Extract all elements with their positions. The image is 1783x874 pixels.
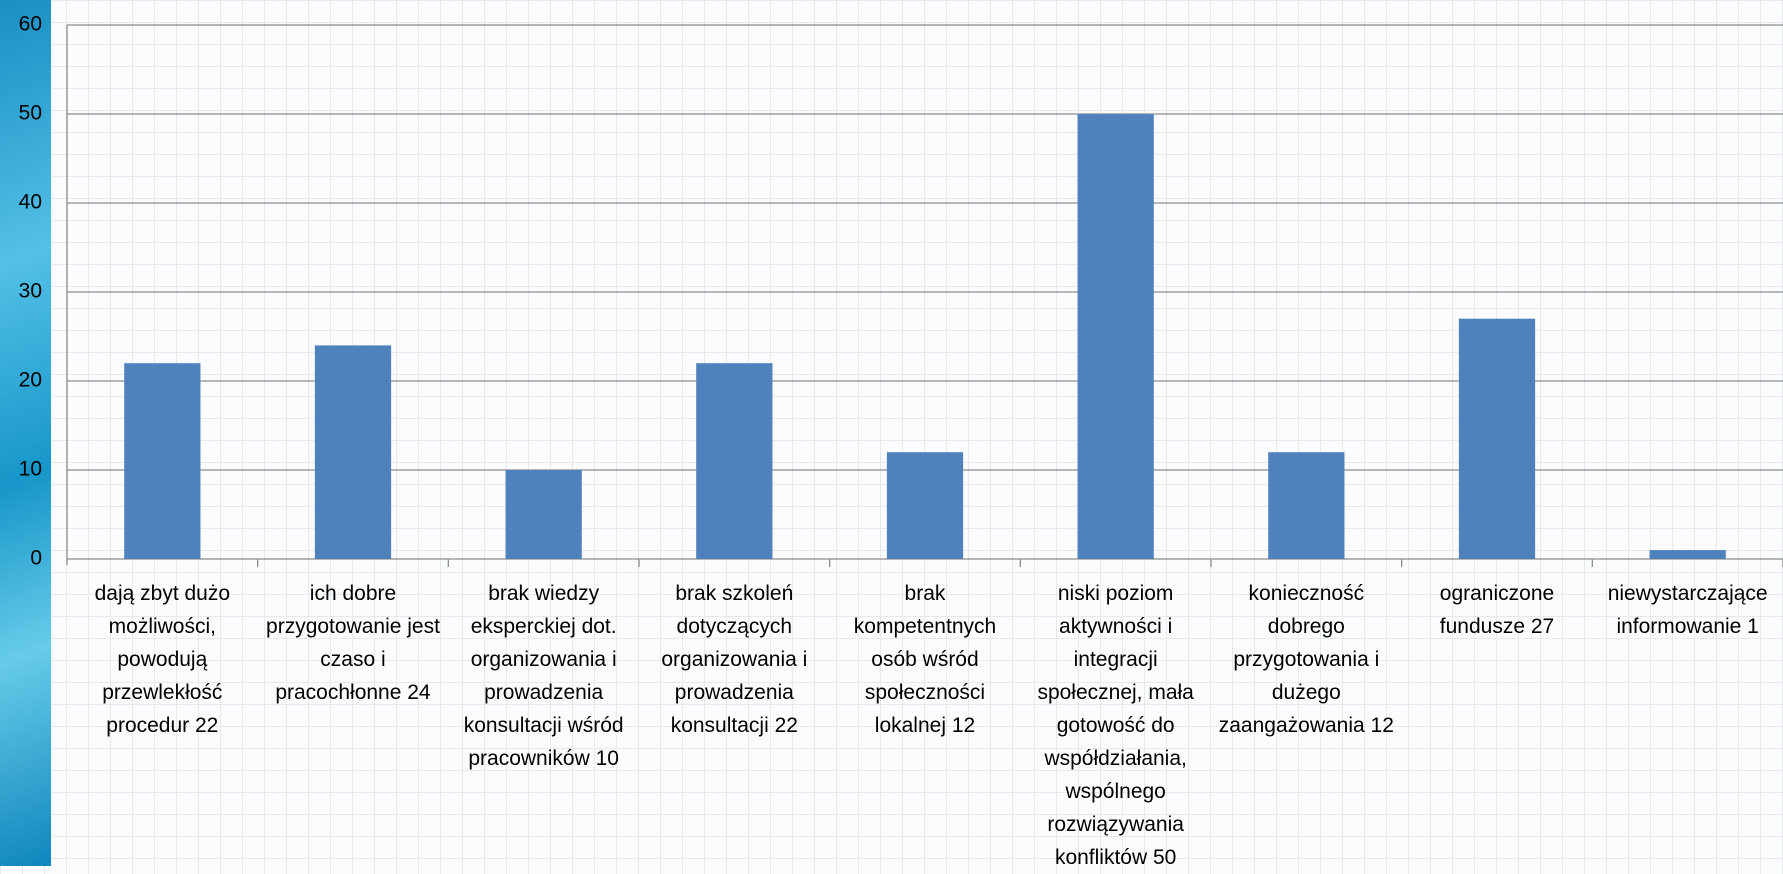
y-tick-label: 40 [19,191,42,214]
bar [1649,550,1726,559]
y-tick-label: 50 [19,102,42,125]
bar [1458,318,1536,559]
x-tick-label: ograniczone fundusze 27 [1439,582,1555,638]
x-tick-label: niski poziom aktywności i integracji spo… [1037,582,1194,869]
x-tick-label: ich dobre przygotowanie jest czaso i pra… [266,582,440,704]
bar [124,363,201,559]
x-tick-label: konieczność dobrego przygotowania i duże… [1218,582,1394,737]
y-tick-label: 0 [30,547,42,570]
x-tick-label: brak kompetentnych osób wśród społecznoś… [853,582,997,737]
y-tick-label: 30 [19,280,42,303]
x-tick-label: dają zbyt dużo możliwości, powodują prze… [94,582,231,737]
y-tick-label: 60 [19,13,42,36]
x-tick-label: brak szkoleń dotyczących organizowania i… [661,582,808,737]
bar [314,345,392,559]
y-tick-label: 10 [19,458,42,481]
bar [1077,114,1154,559]
decor-strip [0,0,51,866]
bar [1268,452,1345,559]
bar [696,363,773,559]
x-tick-label: niewystarczające informowanie 1 [1607,582,1768,638]
x-tick-label: brak wiedzy eksperckiej dot. organizowan… [463,582,624,770]
bar [505,470,582,559]
y-tick-label: 20 [19,369,42,392]
bar [886,452,964,559]
